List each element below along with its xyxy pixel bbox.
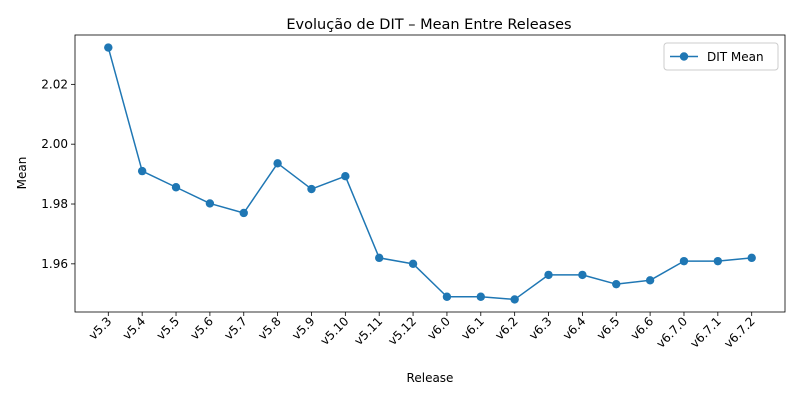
data-point [578, 270, 587, 280]
data-point [104, 43, 113, 52]
data-point [137, 166, 147, 176]
y-tick-label: 1.96 [41, 257, 68, 271]
data-point [341, 171, 350, 181]
data-point [307, 184, 316, 194]
data-point [273, 159, 282, 168]
x-tick-label: v5.5 [154, 314, 182, 342]
data-point [408, 259, 418, 269]
data-point [510, 295, 519, 304]
x-tick-label: v5.11 [352, 314, 386, 348]
plot-frame [74, 34, 786, 313]
chart-title: Evolução de DIT – Mean Entre Releases [286, 17, 571, 33]
data-point [442, 292, 452, 301]
x-tick-label: v6.5 [594, 314, 622, 342]
legend-marker [679, 52, 689, 61]
x-tick-label: v5.9 [289, 314, 317, 342]
x-tick-label: v5.8 [255, 314, 283, 342]
x-tick-label: v6.4 [560, 314, 588, 342]
x-tick-label: v5.6 [188, 314, 216, 342]
data-point [476, 292, 485, 301]
x-tick-label: v6.6 [628, 314, 656, 342]
data-point [747, 253, 756, 263]
y-tick-label: 2.02 [41, 77, 68, 91]
data-point [171, 183, 181, 192]
data-point [239, 208, 248, 218]
legend: DIT Mean [663, 42, 779, 71]
x-tick-label: v5.12 [385, 314, 419, 348]
series-line [107, 47, 752, 301]
x-tick-label: v5.7 [221, 314, 249, 342]
x-tick-label: v6.7.0 [654, 314, 691, 351]
x-tick-label: v6.0 [425, 314, 453, 342]
x-axis-title: Release [407, 371, 454, 385]
y-axis-title: Mean [15, 157, 29, 190]
legend-label: DIT Mean [707, 50, 764, 64]
legend-box [663, 42, 779, 71]
x-tick-label: v6.7.1 [687, 314, 724, 351]
x-tick-label: v5.3 [86, 314, 114, 342]
data-point [375, 253, 384, 263]
data-point [645, 276, 655, 285]
y-tick-label: 2.00 [41, 137, 68, 151]
x-tick-label: v6.3 [526, 314, 554, 342]
y-axis-ticks: 1.96 1.98 2.00 2.02 [41, 77, 75, 271]
x-tick-label: v6.2 [492, 314, 520, 342]
data-point [713, 256, 723, 266]
x-tick-label: v5.4 [120, 314, 148, 342]
y-tick-label: 1.98 [41, 197, 68, 211]
x-tick-label: v5.10 [318, 314, 352, 348]
data-point [612, 279, 621, 289]
x-tick-label: v6.7.2 [721, 314, 758, 351]
x-axis-ticks: v5.3 v5.4 v5.5 v5.6 v5.7 v5.8 v5.9 v5.10 v5.11 v5… [86, 312, 758, 351]
data-point [544, 270, 553, 280]
series-layer [104, 43, 756, 304]
x-tick-label: v6.1 [458, 314, 486, 342]
data-point [679, 256, 689, 266]
data-point [205, 199, 215, 208]
